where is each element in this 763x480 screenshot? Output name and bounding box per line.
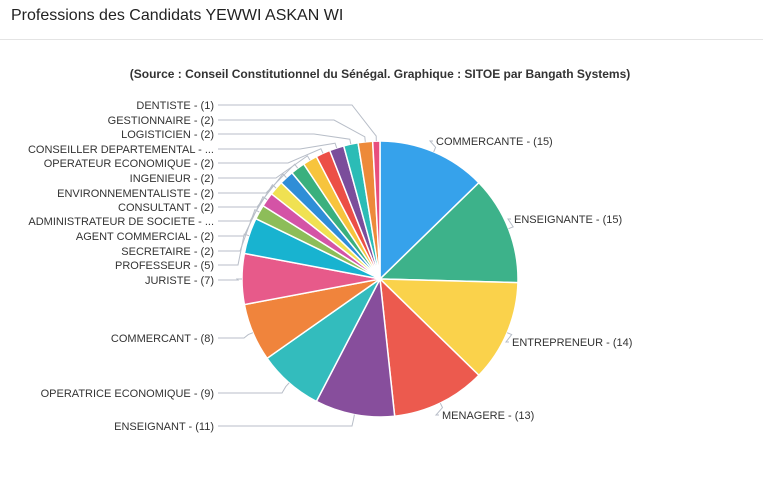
pie-slice-enseignant[interactable] <box>315 276 396 418</box>
connector-juriste <box>218 278 242 281</box>
label-agent-commercial: AGENT COMMERCIAL - (2) <box>76 231 214 243</box>
label-entrepreneur: ENTREPRENEUR - (14) <box>512 337 632 349</box>
label-enseignant: ENSEIGNANT - (11) <box>114 421 214 433</box>
label-connectors <box>218 104 514 427</box>
connector-operateur-economique <box>218 148 324 164</box>
connector-administrateur-de-societe <box>218 184 277 222</box>
label-gestionnaire: GESTIONNAIRE - (2) <box>108 115 214 127</box>
connector-consultant <box>218 173 287 208</box>
connector-environnementaliste <box>218 163 299 194</box>
pie-slice-dentiste[interactable] <box>371 140 381 280</box>
connector-conseiller-departemental <box>218 142 338 150</box>
label-operatrice-economique: OPERATRICE ECONOMIQUE - (9) <box>41 388 214 400</box>
label-consultant: CONSULTANT - (2) <box>118 202 214 214</box>
label-conseiller-departemental: CONSEILLER DEPARTEMENTAL - ... <box>28 144 214 156</box>
chart-subtitle: (Source : Conseil Constitutionnel du Sén… <box>130 67 631 81</box>
connector-menagere <box>434 402 444 416</box>
label-administrateur-de-societe: ADMINISTRATEUR DE SOCIETE - ... <box>28 216 214 228</box>
label-menagere: MENAGERE - (13) <box>442 410 534 422</box>
connector-commercant <box>218 332 254 339</box>
label-commercante: COMMERCANTE - (15) <box>436 136 553 148</box>
label-enseignante: ENSEIGNANTE - (15) <box>514 214 622 226</box>
connector-enseignante <box>507 218 514 230</box>
connector-ingenieur <box>218 155 311 179</box>
slice-labels: COMMERCANTE - (15) ENSEIGNANTE - (15) ENTR… <box>28 100 632 433</box>
label-commercant: COMMERCANT - (8) <box>111 333 214 345</box>
connector-professeur <box>218 233 250 266</box>
connector-agent-commercial <box>218 196 268 237</box>
connector-commercante <box>428 140 437 153</box>
label-operateur-economique: OPERATEUR ECONOMIQUE - (2) <box>44 158 214 170</box>
connector-dentiste <box>218 104 377 142</box>
connector-entrepreneur <box>504 332 513 343</box>
connector-gestionnaire <box>218 119 366 142</box>
pie-slices <box>241 140 519 418</box>
label-professeur: PROFESSEUR - (5) <box>115 260 214 272</box>
label-logisticien: LOGISTICIEN - (2) <box>121 129 214 141</box>
connector-logisticien <box>218 133 352 145</box>
connector-secretaire <box>218 208 260 252</box>
page-title: Professions des Candidats YEWWI ASKAN WI <box>11 7 344 24</box>
header-bar: Professions des Candidats YEWWI ASKAN WI <box>0 0 763 40</box>
label-ingenieur: INGENIEUR - (2) <box>130 173 214 185</box>
label-dentiste: DENTISTE - (1) <box>136 100 214 112</box>
label-environnementaliste: ENVIRONNEMENTALISTE - (2) <box>57 188 214 200</box>
pie-slice-entrepreneur[interactable] <box>378 278 519 377</box>
label-secretaire: SECRETAIRE - (2) <box>121 246 214 258</box>
label-juriste: JURISTE - (7) <box>145 275 214 287</box>
connector-enseignant <box>218 414 355 427</box>
connector-operatrice-economique <box>218 382 290 394</box>
